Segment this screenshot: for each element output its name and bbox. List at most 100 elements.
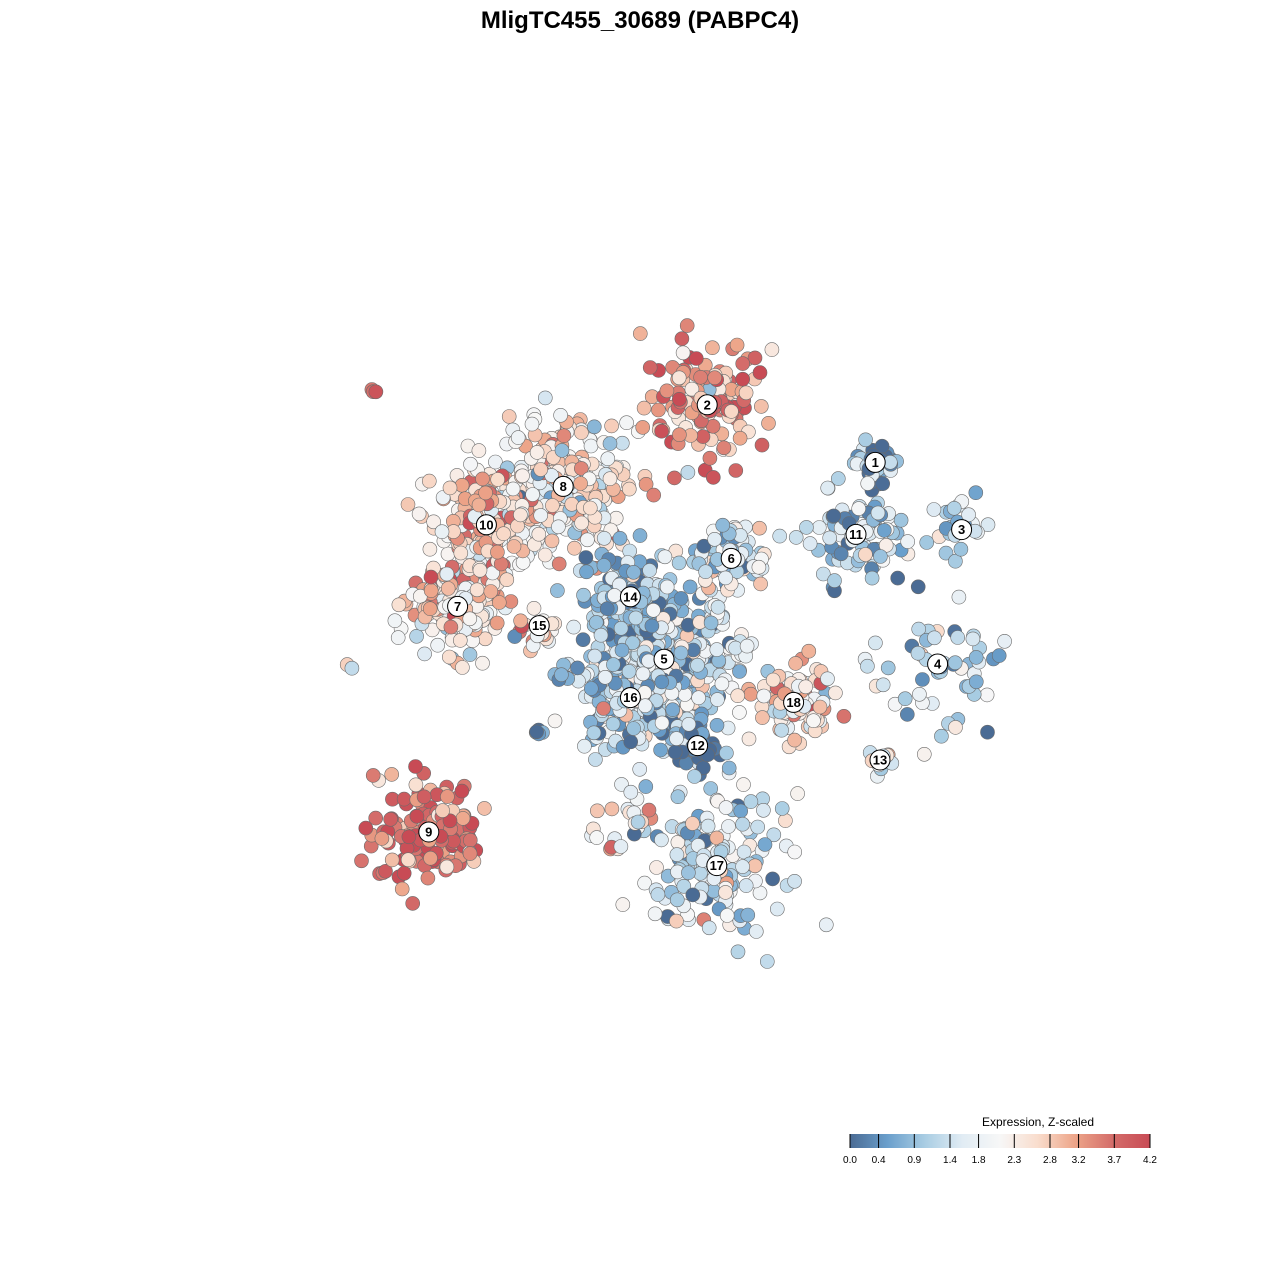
- point-cluster-16: [637, 698, 653, 714]
- point-cluster-2: [671, 391, 687, 407]
- cluster-label-8: 8: [552, 475, 574, 497]
- legend-tick-label: 3.2: [1072, 1155, 1086, 1166]
- point-cluster-18: [743, 686, 759, 702]
- point-cluster-17: [750, 819, 766, 835]
- point-cluster-11: [873, 549, 888, 564]
- cluster-label-text: 4: [934, 657, 942, 672]
- cluster-label-text: 18: [786, 695, 800, 710]
- point-cluster-10: [471, 443, 487, 458]
- point-cluster-8: [602, 436, 618, 451]
- cluster-label-bg: [447, 595, 469, 617]
- point-cluster-10: [506, 539, 522, 554]
- point-cluster-11: [864, 570, 880, 586]
- point-cluster-16: [653, 742, 668, 758]
- point-cluster-5: [714, 676, 730, 692]
- point-cluster-8: [537, 547, 553, 563]
- point-cluster-17: [685, 887, 701, 903]
- point-cluster-17: [759, 954, 775, 969]
- point-cluster-7: [475, 655, 490, 671]
- point-cluster-7: [455, 660, 470, 675]
- point-cluster-11: [860, 476, 876, 491]
- cluster-label-1: 1: [864, 451, 886, 473]
- point-cluster-9: [384, 852, 400, 868]
- point-cluster-9: [400, 852, 416, 868]
- point-cluster-5: [732, 705, 747, 720]
- point-cluster-2: [671, 370, 687, 386]
- point-cluster-10: [551, 519, 566, 535]
- point-cluster-10: [471, 497, 487, 513]
- point-cluster-8: [501, 409, 517, 424]
- point-cluster-8: [533, 462, 549, 477]
- point-cluster-11: [802, 536, 818, 551]
- point-cluster-6: [715, 517, 731, 533]
- point-extra-4: [623, 784, 639, 800]
- point-cluster-8: [619, 415, 634, 431]
- point-cluster-17: [736, 777, 751, 792]
- point-cluster-12: [667, 744, 683, 760]
- point-cluster-8: [537, 390, 553, 406]
- point-cluster-11: [858, 432, 873, 448]
- point-cluster-16: [577, 738, 592, 754]
- point-cluster-17: [735, 859, 750, 874]
- point-cluster-3: [926, 502, 942, 517]
- cluster-label-bg: [418, 821, 440, 843]
- point-cluster-17: [740, 907, 756, 923]
- point-cluster-14: [646, 602, 661, 618]
- legend: Expression, Z-scaled 0.0 0.4 0.9 1.4 1.8 2.3 2…: [843, 1115, 1157, 1166]
- point-cluster-8: [582, 500, 598, 516]
- point-cluster-8: [602, 471, 618, 487]
- point-cluster-11: [876, 523, 892, 538]
- cluster-label-text: 6: [728, 551, 735, 566]
- point-cluster-4: [934, 728, 949, 744]
- cluster-label-bg: [720, 547, 742, 569]
- point-cluster-2: [693, 369, 708, 385]
- point-cluster-2: [761, 415, 776, 431]
- point-cluster-6: [671, 555, 687, 571]
- point-cluster-16: [691, 690, 706, 706]
- point-cluster-11: [858, 547, 873, 562]
- point-cluster-10: [478, 485, 493, 501]
- points-layer: [339, 318, 1012, 969]
- point-extra-5: [589, 830, 605, 845]
- point-cluster-6: [696, 538, 712, 554]
- cluster-label-9: 9: [418, 821, 440, 843]
- point-cluster-4: [997, 633, 1012, 649]
- legend-tick-label: 2.3: [1007, 1155, 1021, 1166]
- point-cluster-2: [747, 350, 763, 366]
- point-cluster-3: [968, 485, 984, 501]
- point-cluster-9: [442, 813, 458, 829]
- point-cluster-10: [544, 533, 560, 549]
- point-cluster-14: [596, 558, 612, 573]
- point-cluster-3: [948, 553, 963, 569]
- point-extra-2: [554, 667, 569, 683]
- point-cluster-2: [738, 385, 754, 401]
- point-cluster-14: [673, 591, 689, 606]
- point-cluster-5: [566, 619, 582, 635]
- cluster-label-17: 17: [706, 855, 728, 877]
- point-cluster-2: [684, 381, 700, 397]
- point-cluster-17: [738, 878, 754, 893]
- cluster-label-text: 5: [660, 652, 667, 667]
- point-cluster-14: [550, 583, 565, 598]
- cluster-label-bg: [696, 394, 718, 416]
- point-cluster-16: [586, 725, 602, 741]
- point-cluster-10: [510, 430, 526, 445]
- point-cluster-2: [675, 345, 691, 361]
- legend-colorbar: [850, 1134, 1150, 1148]
- point-cluster-14: [599, 601, 615, 617]
- point-cluster-2: [729, 337, 745, 353]
- point-cluster-7: [391, 597, 407, 613]
- point-cluster-2: [672, 427, 687, 443]
- point-cluster-3: [946, 500, 962, 516]
- cluster-label-12: 12: [687, 735, 709, 757]
- point-cluster-18: [828, 685, 843, 701]
- point-cluster-11: [826, 508, 842, 524]
- point-cluster-9: [409, 808, 425, 824]
- point-cluster-8: [553, 407, 568, 423]
- point-cluster-8: [574, 425, 589, 440]
- point-cluster-10: [426, 514, 441, 530]
- point-cluster-18: [765, 672, 781, 688]
- point-cluster-5: [638, 779, 654, 794]
- point-cluster-10: [454, 477, 470, 493]
